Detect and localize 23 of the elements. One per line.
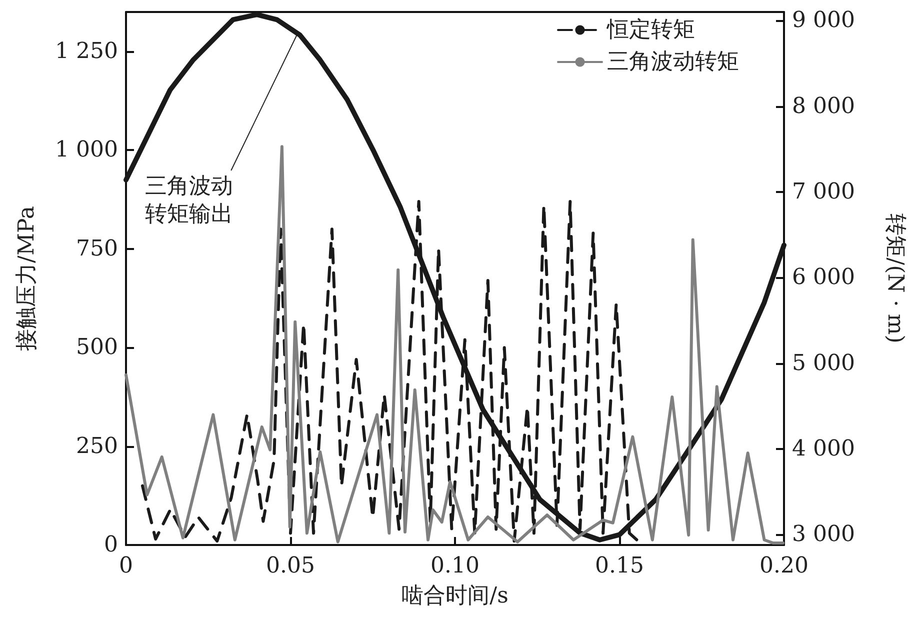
y-tick-label: 0 <box>104 532 118 558</box>
x-tick-label: 0.20 <box>760 554 808 578</box>
y2-tick-label: 5 000 <box>792 350 855 376</box>
y-tick-label: 1 000 <box>55 138 118 163</box>
y2-tick-label: 8 000 <box>792 94 855 119</box>
y-tick-label: 750 <box>76 236 118 262</box>
y-axis-title: 接触压力/MPa <box>14 206 40 351</box>
y2-tick-label: 4 000 <box>792 436 855 462</box>
y2-tick-label: 9 000 <box>792 8 855 34</box>
y-tick-label: 250 <box>76 434 118 459</box>
y-tick-label: 1 250 <box>55 38 118 64</box>
y2-tick-label: 3 000 <box>792 522 855 548</box>
legend-label: 恒定转矩 <box>606 18 695 42</box>
x-tick-label: 0.05 <box>266 554 315 578</box>
y2-tick-label: 7 000 <box>792 179 855 204</box>
y-tick-label: 500 <box>76 335 118 360</box>
y2-tick-label: 6 000 <box>792 265 855 290</box>
annotation: 三角波动转矩输出 <box>145 174 234 228</box>
x-axis-title: 啮合时间/s <box>402 584 508 608</box>
x-tick-label: 0.15 <box>595 554 644 578</box>
y2-axis-title: 转矩/(N · m) <box>882 214 908 344</box>
x-tick-label: 0.10 <box>430 554 480 578</box>
legend-label: 三角波动转矩 <box>607 50 739 74</box>
